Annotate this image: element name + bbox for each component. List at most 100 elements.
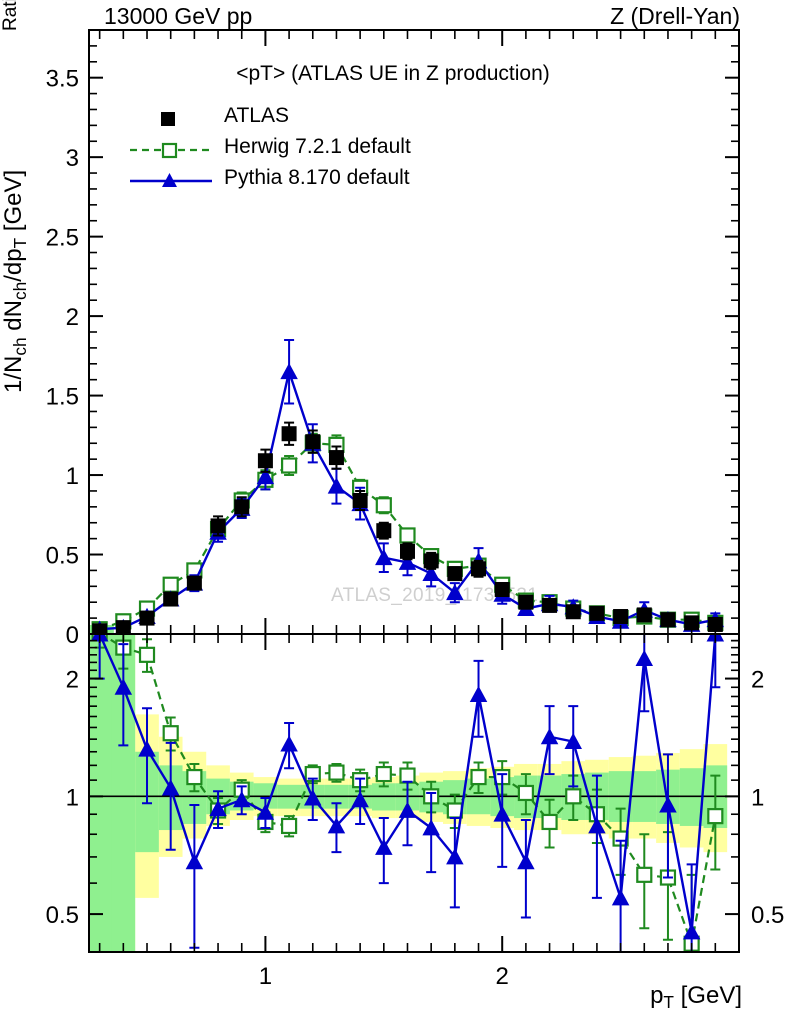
ratio-y-tick-label-right: 2	[751, 667, 764, 694]
data-point-marker	[256, 467, 275, 485]
data-point-marker	[611, 889, 630, 906]
data-point-marker	[162, 576, 179, 593]
series-pythia	[90, 634, 725, 952]
data-point-marker	[636, 866, 653, 883]
data-point-marker	[660, 612, 676, 628]
data-point-marker	[565, 604, 581, 620]
data-point-marker	[375, 838, 393, 855]
series-atlas	[92, 421, 723, 634]
beam-energy-label: 13000 GeV pp	[104, 3, 253, 29]
y-tick-label: 3.5	[46, 66, 79, 93]
y-tick-label: 3	[66, 145, 79, 172]
error-bar	[662, 753, 673, 879]
y-tick-label: 2.5	[46, 225, 79, 252]
data-point-marker	[281, 426, 297, 442]
data-point-marker	[280, 362, 298, 380]
data-point-marker	[541, 813, 558, 831]
data-point-marker	[565, 788, 582, 805]
plot-title: <pT> (ATLAS UE in Z production)	[236, 62, 550, 85]
data-point-marker	[375, 497, 392, 514]
data-point-marker	[376, 523, 392, 539]
series-pythia	[92, 338, 725, 634]
ratio-y-tick-label-right: 1	[751, 784, 764, 811]
data-point-marker	[399, 543, 415, 559]
data-point-marker	[540, 728, 559, 745]
data-point-marker	[327, 817, 346, 834]
y-tick-label: 0.5	[46, 543, 79, 570]
data-point-marker	[589, 605, 605, 621]
data-point-marker	[209, 799, 227, 817]
data-point-marker	[470, 768, 487, 786]
data-point-marker	[635, 649, 654, 667]
data-point-marker	[327, 477, 346, 494]
process-label: Z (Drell-Yan)	[610, 3, 740, 29]
data-point-marker	[234, 499, 250, 515]
data-point-marker	[518, 594, 534, 610]
error-bar	[591, 774, 602, 899]
y-tick-label: 2	[66, 304, 79, 331]
data-point-marker	[163, 591, 179, 607]
data-point-marker	[280, 817, 298, 835]
data-point-marker	[422, 564, 440, 582]
data-point-marker	[186, 768, 203, 786]
data-point-marker	[328, 764, 345, 781]
data-point-marker	[375, 765, 392, 783]
legend-label-atlas: ATLAS	[224, 104, 289, 127]
y-tick-label: 1	[66, 463, 79, 490]
legend-label-pythia: Pythia 8.170 default	[224, 166, 410, 189]
data-point-marker	[636, 607, 652, 623]
data-point-marker	[398, 801, 417, 818]
error-bar	[165, 741, 176, 851]
data-point-marker	[471, 561, 487, 577]
x-tick-label: 2	[496, 963, 509, 990]
y-tick-label: 1.5	[46, 384, 79, 411]
data-point-marker	[493, 805, 511, 822]
data-point-marker	[138, 740, 156, 757]
data-point-marker	[161, 779, 180, 796]
data-point-marker	[447, 566, 463, 582]
error-bar	[639, 634, 650, 713]
data-point-marker	[707, 616, 723, 632]
data-point-marker	[185, 853, 204, 870]
data-point-marker	[707, 808, 724, 825]
data-point-marker	[186, 575, 202, 591]
data-point-marker	[399, 527, 416, 544]
data-point-marker	[682, 923, 701, 940]
data-point-marker	[517, 784, 534, 802]
data-point-marker	[423, 553, 439, 569]
ratio-y-tick-label: 1	[66, 784, 79, 811]
ratio-y-tick-label: 0.5	[46, 902, 79, 929]
legend-label-herwig: Herwig 7.2.1 default	[224, 135, 411, 158]
data-point-marker	[162, 725, 179, 742]
ratio-panel-frame	[88, 633, 740, 953]
data-point-marker	[422, 819, 440, 836]
data-point-marker	[257, 453, 273, 469]
y-tick-label: 0	[66, 622, 79, 649]
data-point-marker	[351, 791, 369, 808]
legend-key-herwig-icon	[130, 142, 212, 159]
ratio-y-tick-label: 2	[66, 667, 79, 694]
data-point-marker	[684, 615, 700, 631]
uncertainty-band-segment	[111, 634, 136, 952]
ratio-y-tick-label-right: 0.5	[751, 902, 784, 929]
data-point-marker	[280, 735, 298, 752]
data-point-marker	[398, 553, 417, 570]
data-point-marker	[446, 848, 464, 865]
x-axis-title: pT [GeV]	[650, 982, 742, 1012]
data-point-marker	[564, 732, 582, 750]
data-point-marker	[256, 803, 275, 820]
data-point-marker	[375, 548, 393, 566]
data-point-marker	[494, 581, 510, 597]
data-point-marker	[446, 583, 464, 601]
data-point-marker	[352, 492, 368, 508]
data-point-marker	[328, 450, 344, 466]
data-point-marker	[659, 796, 677, 813]
analysis-watermark: ATLAS_2019_I1736531	[331, 585, 539, 606]
data-point-marker	[305, 434, 321, 450]
data-point-marker	[542, 597, 558, 613]
x-tick-label: 1	[259, 963, 272, 990]
data-point-marker	[399, 767, 416, 784]
data-point-marker	[588, 817, 606, 834]
